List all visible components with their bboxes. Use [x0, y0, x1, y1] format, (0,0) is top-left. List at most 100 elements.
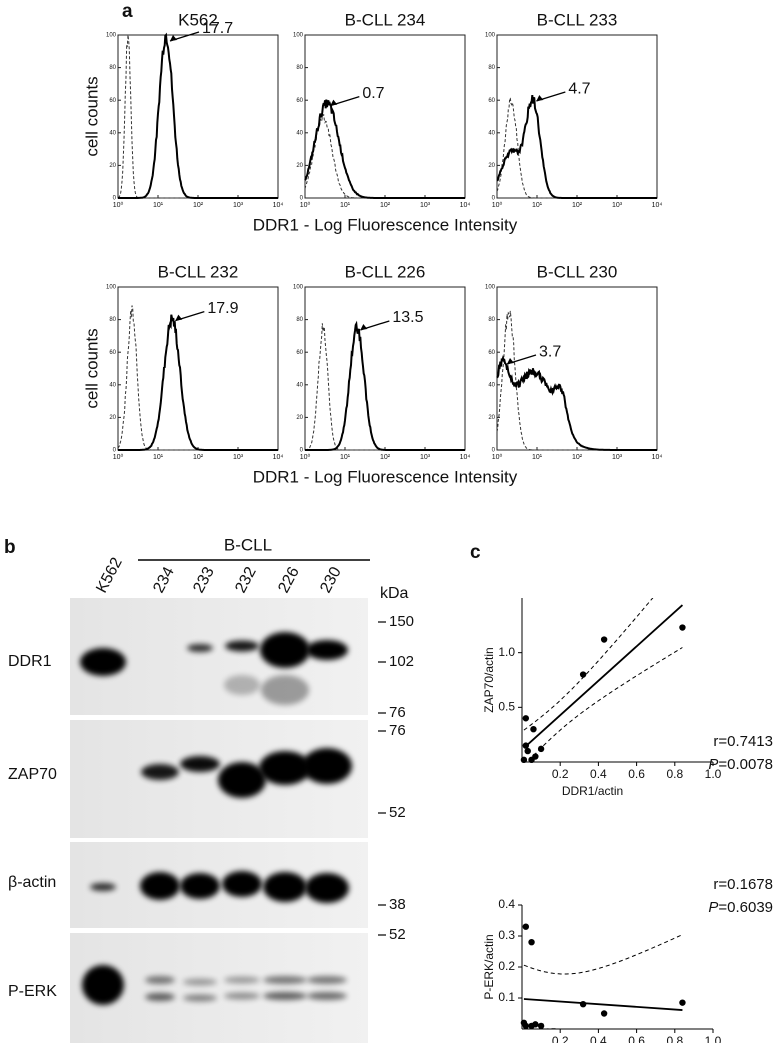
blot-band — [180, 756, 220, 772]
panel-label: b — [4, 537, 16, 558]
y-tick-label: 20 — [488, 415, 495, 421]
blot-band — [306, 640, 348, 660]
histogram-frame — [496, 286, 658, 451]
x-tick-label: 10² — [572, 454, 583, 461]
x-tick-label: 10⁰ — [300, 453, 311, 461]
blot-band — [183, 978, 217, 986]
x-tick-label: 10¹ — [532, 202, 543, 209]
panel-label: a — [122, 1, 133, 22]
isotype-curve — [117, 305, 278, 451]
y-tick-label: 60 — [109, 350, 116, 356]
y-tick-label: 20 — [296, 415, 303, 421]
x-tick-label: 10³ — [612, 454, 623, 461]
ddr1-curve — [118, 314, 278, 451]
y-tick-label: 80 — [488, 317, 495, 323]
blot-band — [140, 872, 180, 900]
marker-label: 150 — [389, 613, 414, 630]
y-tick-label: 80 — [296, 65, 303, 71]
y-tick-label: 20 — [109, 163, 116, 169]
confidence-band — [523, 598, 654, 731]
data-point — [522, 742, 530, 749]
x-tick-label: 10⁴ — [273, 454, 284, 461]
y-tick-label: 100 — [106, 33, 117, 39]
x-tick-label: 0.2 — [552, 767, 569, 781]
group-label: B-CLL — [224, 535, 272, 554]
y-tick-label: 0 — [492, 196, 496, 202]
y-tick-label: 0 — [113, 196, 117, 202]
blot-band — [82, 965, 124, 1005]
y-tick-label: 60 — [296, 98, 303, 104]
ddr1-curve — [496, 354, 657, 451]
blot-band — [260, 632, 310, 668]
histogram-title: K562 — [178, 10, 218, 29]
x-tick-label: 0.6 — [628, 767, 645, 781]
unit-label: kDa — [380, 585, 409, 602]
y-tick-label: 80 — [488, 65, 495, 71]
blot-band — [145, 976, 175, 984]
y-axis-label: cell counts — [82, 328, 101, 408]
x-axis-label: DDR1/actin — [562, 784, 623, 798]
marker-label: 76 — [389, 722, 406, 739]
x-tick-label: 10⁴ — [460, 202, 471, 209]
lane-label: 226 — [275, 564, 303, 596]
p-symbol: P — [708, 756, 718, 773]
x-tick-label: 10⁰ — [113, 201, 124, 209]
y-tick-label: 0.2 — [498, 959, 515, 973]
ddr1-curve — [305, 320, 465, 451]
histogram-title: B-CLL 226 — [345, 262, 426, 281]
mfi-label: 17.7 — [202, 20, 233, 37]
p-value: =0.0078 — [718, 756, 773, 773]
blot-band — [180, 873, 220, 899]
x-tick-label: 0.2 — [552, 1034, 569, 1043]
row-label: β-actin — [8, 874, 56, 891]
y-tick-label: 0 — [492, 448, 496, 454]
regression-line — [523, 604, 684, 749]
x-tick-label: 10² — [193, 454, 204, 461]
histogram-title: B-CLL 233 — [537, 10, 618, 29]
x-tick-label: 10⁴ — [460, 454, 471, 461]
lane-label: 234 — [150, 564, 178, 596]
y-tick-label: 80 — [296, 317, 303, 323]
histogram-title: B-CLL 230 — [537, 262, 618, 281]
y-axis-label: P-ERK/actin — [482, 934, 496, 999]
histogram-title: B-CLL 232 — [158, 262, 239, 281]
y-tick-label: 100 — [485, 285, 496, 291]
x-tick-label: 10⁴ — [652, 202, 663, 209]
ddr1-curve — [118, 32, 278, 199]
blot-band — [224, 976, 260, 984]
arrow-head — [330, 99, 338, 106]
histogram-frame — [117, 286, 279, 451]
stat-p: P=0.6039 — [708, 899, 773, 916]
y-tick-label: 40 — [296, 130, 303, 136]
blot-band — [263, 872, 307, 902]
regression-line — [523, 998, 683, 1011]
blot-band — [80, 648, 126, 676]
x-tick-label: 10⁴ — [652, 454, 663, 461]
mfi-label: 17.9 — [207, 300, 238, 317]
x-tick-label: 0.4 — [590, 767, 607, 781]
x-tick-label: 10¹ — [340, 454, 351, 461]
y-tick-label: 0 — [113, 448, 117, 454]
x-tick-label: 10¹ — [153, 454, 164, 461]
data-point — [579, 671, 587, 678]
x-tick-label: 10³ — [233, 202, 244, 209]
blot-band — [218, 762, 266, 798]
mfi-label: 4.7 — [568, 80, 590, 97]
x-tick-label: 0.8 — [666, 1034, 683, 1043]
arrow-head — [175, 314, 183, 321]
x-tick-label: 1.0 — [705, 1034, 722, 1043]
lane-label: 232 — [232, 564, 260, 596]
y-tick-label: 20 — [488, 163, 495, 169]
x-tick-label: 10² — [380, 454, 391, 461]
marker-label: 52 — [389, 804, 406, 821]
isotype-curve — [304, 114, 465, 199]
row-label: P-ERK — [8, 983, 57, 1000]
arrow-head — [360, 323, 368, 330]
x-tick-label: 10⁴ — [273, 202, 284, 209]
blot-band — [302, 748, 352, 784]
y-tick-label: 40 — [488, 382, 495, 388]
x-tick-label: 10³ — [420, 202, 431, 209]
arrow-head — [507, 358, 514, 365]
lane-label: 230 — [317, 564, 345, 596]
mfi-label: 3.7 — [539, 343, 561, 360]
